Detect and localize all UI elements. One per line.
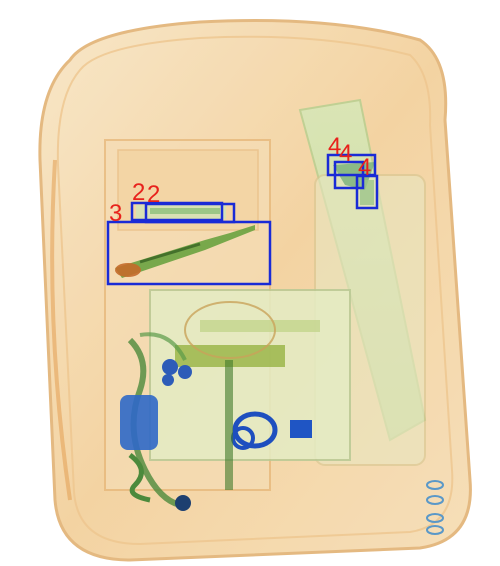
annotation-box-3 <box>106 220 272 286</box>
annotation-layer <box>106 153 379 286</box>
annotation-label-4c: 4 <box>358 154 371 181</box>
item-group-2 <box>136 205 226 219</box>
annotation-labels: 2 2 3 4 4 4 <box>109 133 371 227</box>
electronics-board <box>149 289 351 490</box>
annotation-label-2b: 2 <box>147 181 160 208</box>
annotation-box-4c <box>355 174 379 210</box>
annotation-label-3: 3 <box>109 200 122 227</box>
annotation-label-4a: 4 <box>328 133 341 160</box>
knife-object <box>115 225 255 278</box>
cable-bundle <box>120 332 192 511</box>
bag-wheels <box>426 480 444 535</box>
annotation-label-4b: 4 <box>339 140 352 167</box>
annotation-box-4a <box>326 153 377 177</box>
annotation-label-2a: 2 <box>132 179 145 206</box>
